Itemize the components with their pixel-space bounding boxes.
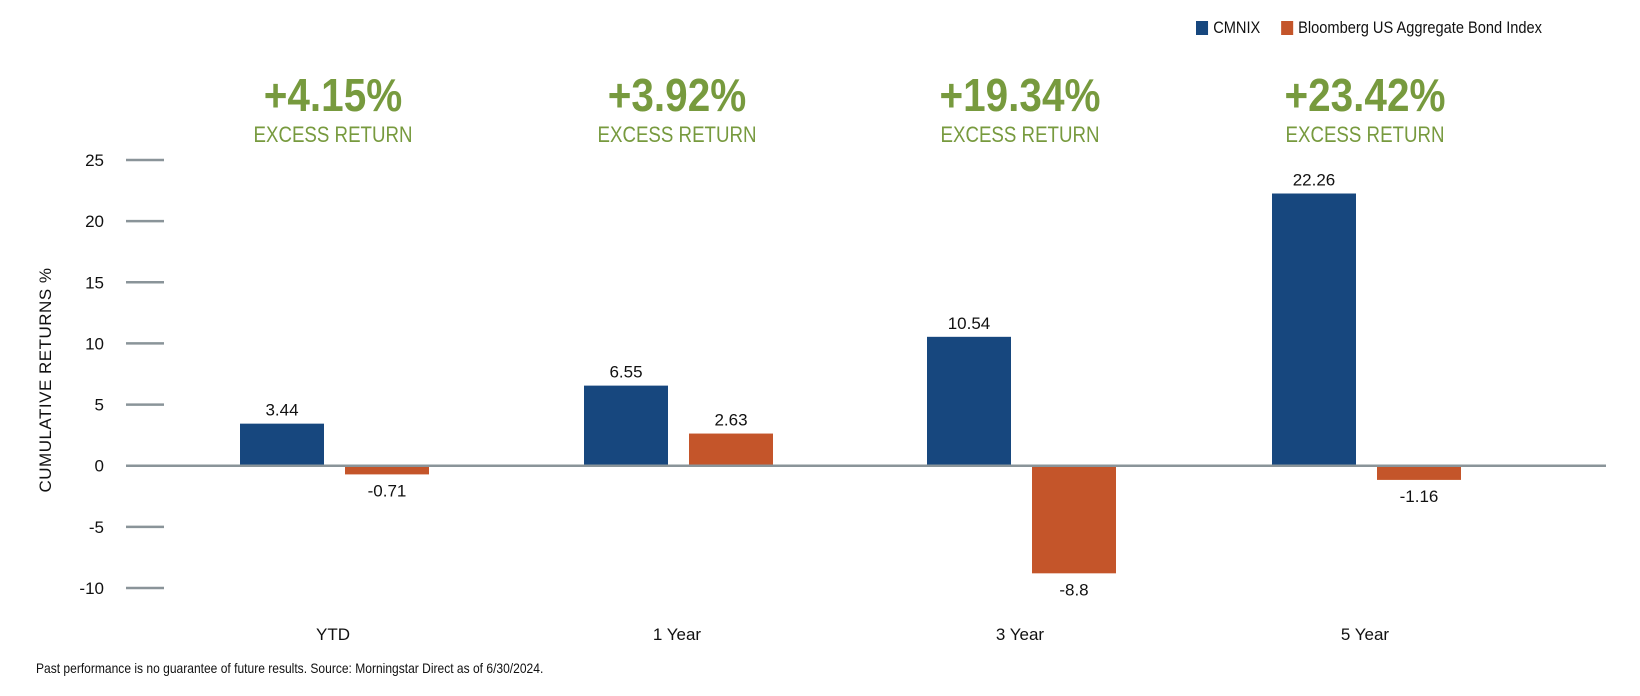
- excess-return-label: EXCESS RETURN: [940, 122, 1100, 147]
- bar-bloomberg: [1377, 465, 1461, 480]
- legend-swatch-bloomberg: [1280, 21, 1293, 35]
- legend-swatch-cmnix: [1196, 21, 1209, 35]
- data-label: 22.26: [1293, 171, 1336, 190]
- x-tick-label: 5 Year: [1341, 625, 1390, 644]
- bar-bloomberg: [689, 433, 773, 466]
- x-tick-label: 1 Year: [653, 625, 702, 644]
- excess-return-3-year: +19.34% EXCESS RETURN: [890, 70, 1150, 148]
- excess-return-ytd: +4.15% EXCESS RETURN: [203, 70, 463, 148]
- y-tick-label: 15: [85, 273, 104, 292]
- bar-bloomberg: [1032, 465, 1116, 574]
- legend-label: CMNIX: [1213, 18, 1261, 37]
- bar-cmnix: [240, 423, 324, 466]
- bar-cmnix: [927, 336, 1011, 466]
- x-tick-label: YTD: [316, 625, 350, 644]
- data-label: 10.54: [948, 314, 991, 333]
- excess-return-5-year: +23.42% EXCESS RETURN: [1235, 70, 1495, 148]
- excess-return-1-year: +3.92% EXCESS RETURN: [547, 70, 807, 148]
- data-label: -8.8: [1059, 580, 1088, 599]
- legend: CMNIX Bloomberg US Aggregate Bond Index: [1196, 18, 1563, 38]
- footnote: Past performance is no guarantee of futu…: [36, 660, 544, 676]
- y-tick-label: 5: [95, 396, 104, 415]
- data-label: 6.55: [609, 363, 642, 382]
- bar-cmnix: [584, 385, 668, 466]
- excess-return-value: +4.15%: [263, 69, 403, 121]
- legend-item-cmnix: CMNIX: [1196, 18, 1260, 38]
- excess-return-label: EXCESS RETURN: [1285, 122, 1445, 147]
- y-tick-label: -5: [89, 518, 104, 537]
- data-label: 3.44: [265, 401, 298, 420]
- bar-cmnix: [1272, 193, 1356, 466]
- legend-item-bloomberg: Bloomberg US Aggregate Bond Index: [1280, 18, 1542, 38]
- x-tick-label: 3 Year: [996, 625, 1045, 644]
- excess-return-label: EXCESS RETURN: [597, 122, 757, 147]
- excess-return-value: +3.92%: [607, 69, 747, 121]
- legend-label: Bloomberg US Aggregate Bond Index: [1298, 18, 1542, 37]
- y-tick-label: 10: [85, 334, 104, 353]
- y-tick-label: 20: [85, 212, 104, 231]
- excess-return-value: +23.42%: [1284, 69, 1446, 121]
- data-label: -1.16: [1400, 487, 1439, 506]
- excess-return-value: +19.34%: [939, 69, 1101, 121]
- bar-bloomberg: [345, 465, 429, 475]
- data-label: 2.63: [714, 411, 747, 430]
- data-label: -0.71: [368, 481, 407, 500]
- y-tick-label: 25: [85, 151, 104, 170]
- excess-return-label: EXCESS RETURN: [253, 122, 413, 147]
- y-tick-label: 0: [95, 457, 104, 476]
- y-axis-label: CUMULATIVE RETURNS %: [36, 267, 55, 493]
- y-tick-label: -10: [79, 579, 104, 598]
